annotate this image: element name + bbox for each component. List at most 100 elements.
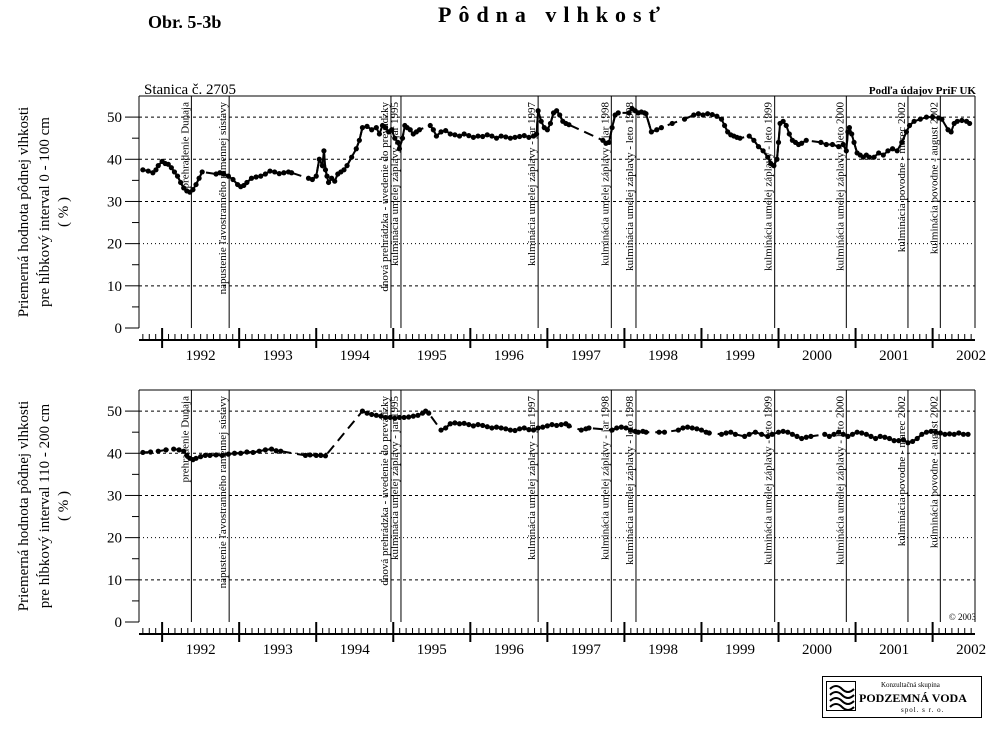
data-point (378, 413, 384, 419)
y-axis-title-line-0: Priemerná hodnota pôdnej vlhkosti (16, 107, 32, 317)
data-point (256, 448, 262, 454)
data-point (863, 431, 869, 437)
data-point (849, 131, 855, 137)
data-point (392, 415, 398, 421)
data-point (626, 110, 632, 116)
x-year-label-2000: 2000 (802, 642, 832, 658)
series-line-segment (645, 113, 653, 133)
x-year-label-2001: 2001 (879, 348, 909, 364)
data-point (250, 449, 256, 456)
y-axis-title-line-2: ( % ) (56, 491, 72, 521)
data-point (244, 179, 250, 186)
data-point (466, 133, 472, 139)
data-point (165, 161, 171, 167)
data-point (309, 176, 315, 183)
data-point (911, 118, 917, 124)
data-point (416, 127, 423, 133)
data-point (538, 118, 544, 124)
data-point (758, 431, 765, 437)
station-label: Stanica č. 2705 (144, 82, 236, 98)
x-year-label-1995: 1995 (417, 642, 447, 658)
data-point (318, 452, 324, 458)
data-point (905, 440, 911, 446)
data-point (706, 430, 712, 436)
data-point (475, 421, 481, 428)
x-year-label-1996: 1996 (494, 642, 525, 658)
x-year-label-1993: 1993 (263, 348, 293, 364)
data-point (799, 140, 805, 146)
data-point (369, 127, 375, 133)
data-point (868, 433, 874, 439)
x-year-label-1994: 1994 (340, 348, 371, 364)
data-point (728, 429, 734, 435)
data-point (276, 171, 282, 177)
data-point (401, 414, 407, 421)
data-point (225, 173, 231, 179)
data-point (866, 154, 873, 160)
event-label-1: napustenie ľavostranného ramennej sústav… (217, 396, 229, 589)
data-point (493, 424, 500, 430)
data-point (238, 450, 244, 456)
data-point (470, 134, 476, 140)
y-tick-label-40: 40 (107, 446, 122, 462)
data-point (231, 450, 238, 456)
data-point (959, 117, 965, 124)
data-point (891, 438, 897, 444)
data-point (723, 430, 729, 436)
data-point (783, 122, 789, 129)
data-point (507, 135, 513, 141)
data-point (732, 431, 738, 437)
series-line-segment (775, 142, 780, 160)
data-point (321, 148, 327, 154)
data-point (614, 425, 620, 431)
data-point (392, 135, 398, 141)
data-point (461, 131, 467, 137)
data-point (691, 112, 697, 118)
event-label-2: dnová prehrádzka - uvedenie do prevádzky (379, 102, 391, 292)
data-point (746, 133, 752, 139)
y-tick-label-40: 40 (107, 152, 122, 168)
data-point (822, 431, 828, 437)
data-point (244, 449, 250, 455)
event-label-9: kulminácia povodne - marec 2002 (896, 102, 908, 252)
data-point (382, 414, 389, 421)
data-point (675, 427, 681, 433)
y-axis-title-line-2: ( % ) (56, 197, 72, 227)
data-point (364, 123, 370, 129)
event-label-5: kulminácia umelej záplavy - jar 1998 (599, 102, 611, 267)
data-point (535, 108, 541, 114)
data-point (316, 156, 322, 162)
data-point (521, 133, 527, 139)
data-point (906, 122, 913, 129)
data-point (873, 435, 879, 442)
data-point (928, 428, 934, 434)
data-point (325, 179, 332, 186)
data-point (517, 133, 523, 140)
data-point (248, 175, 255, 181)
data-point (359, 408, 366, 414)
data-point (956, 430, 962, 436)
data-point (396, 146, 403, 152)
data-point (389, 127, 395, 133)
data-point (359, 125, 366, 131)
data-point (752, 429, 759, 435)
data-point (456, 133, 463, 139)
data-point (903, 129, 910, 135)
data-point (609, 427, 615, 433)
chart-panel-0-100cm: 0 10 20 30 40 50 Priemerná hodnota pôdnej vlhk… (16, 95, 986, 364)
y-tick-label-10: 10 (107, 573, 122, 589)
data-point (373, 412, 379, 418)
data-point (923, 429, 930, 435)
data-point (840, 141, 846, 148)
data-point (549, 421, 555, 428)
data-point (341, 167, 347, 173)
data-point (656, 429, 662, 435)
x-year-label-1998: 1998 (648, 642, 678, 658)
data-point (774, 156, 780, 162)
data-point (823, 141, 829, 148)
data-point (219, 452, 225, 458)
data-point (643, 429, 649, 435)
x-year-label-1998: 1998 (648, 348, 678, 364)
data-point (899, 139, 905, 145)
event-label-10: kulminácia povodne - august 2002 (928, 396, 940, 548)
